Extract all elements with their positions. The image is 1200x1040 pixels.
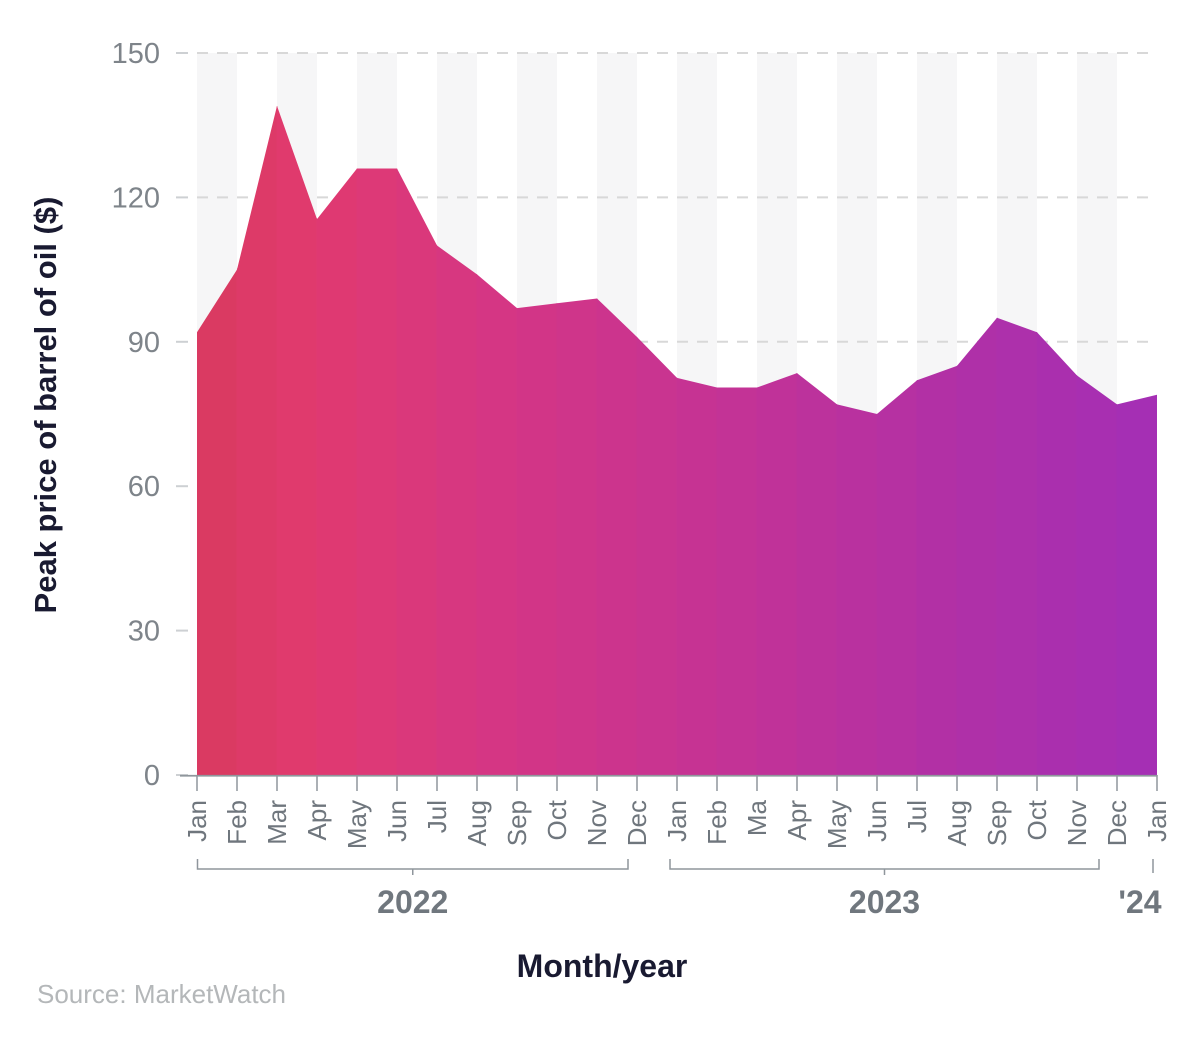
year-bracket (196, 859, 629, 875)
area-month-segment (396, 105, 438, 775)
y-tick-label: 150 (112, 38, 160, 70)
x-tick-label: Oct (1022, 799, 1052, 840)
x-tick-label: May (822, 800, 852, 849)
y-tick-label: 120 (112, 182, 160, 214)
axis-tick-labels: 0 30 60 90 120 150 Jan Feb Mar Apr May Jun Jul Aug Sep… (112, 38, 1172, 849)
x-tick-label: Nov (1062, 800, 1092, 846)
x-tick-label: May (342, 800, 372, 849)
area-month-segment (876, 105, 918, 775)
x-tick-label: Dec (1102, 800, 1132, 846)
area-month-segment (956, 105, 998, 775)
x-tick-label: Aug (462, 800, 492, 846)
x-tick-label: Oct (542, 799, 572, 840)
x-tick-label: Sep (502, 800, 532, 846)
x-tick-label: Sep (982, 800, 1012, 846)
area-month-segment (236, 105, 278, 775)
x-tick-label: Mar (262, 800, 292, 845)
year-label: '24 (1118, 884, 1161, 920)
x-tick-label: Apr (302, 800, 332, 841)
x-tick-label: Jan (182, 800, 212, 842)
x-tick-label: Jul (422, 800, 452, 833)
area-month-segment (716, 105, 758, 775)
area-month-segment (1116, 105, 1157, 775)
area-month-segment (276, 105, 318, 775)
x-tick-label: Ma (742, 799, 772, 836)
x-tick-label: Aug (942, 800, 972, 846)
area-month-segment (476, 105, 518, 775)
x-tick-label: Jan (662, 800, 692, 842)
y-tick-label: 90 (128, 327, 160, 359)
year-bracket (669, 859, 1100, 875)
x-tick-label: Feb (222, 800, 252, 845)
x-tick-label: Jan (1142, 800, 1172, 842)
area-month-segment (636, 105, 678, 775)
x-tick-label: Apr (782, 800, 812, 841)
area-month-segment (556, 105, 598, 775)
y-tick-label: 30 (128, 616, 160, 648)
area-month-segment (356, 105, 398, 775)
area-month-segment (796, 105, 838, 775)
x-tick-label: Jun (382, 800, 412, 842)
x-tick-label: Nov (582, 800, 612, 846)
x-tick-label: Dec (622, 800, 652, 846)
year-group-brackets: 2022 2023 '24 (196, 859, 1162, 920)
year-label: 2022 (377, 884, 448, 920)
source-note: Source: MarketWatch (37, 979, 286, 1009)
x-tick-label: Feb (702, 800, 732, 845)
x-axis (180, 774, 1158, 791)
x-tick-label: Jul (902, 800, 932, 833)
area-month-segment (316, 105, 358, 775)
y-tick-label: 60 (128, 471, 160, 503)
y-tick-label: 0 (144, 760, 160, 792)
area-month-segment (1036, 105, 1078, 775)
x-tick-label: Jun (862, 800, 892, 842)
year-label: 2023 (849, 884, 920, 920)
y-axis-title: Peak price of barrel of oil ($) (28, 197, 63, 614)
x-axis-title: Month/year (517, 948, 688, 984)
